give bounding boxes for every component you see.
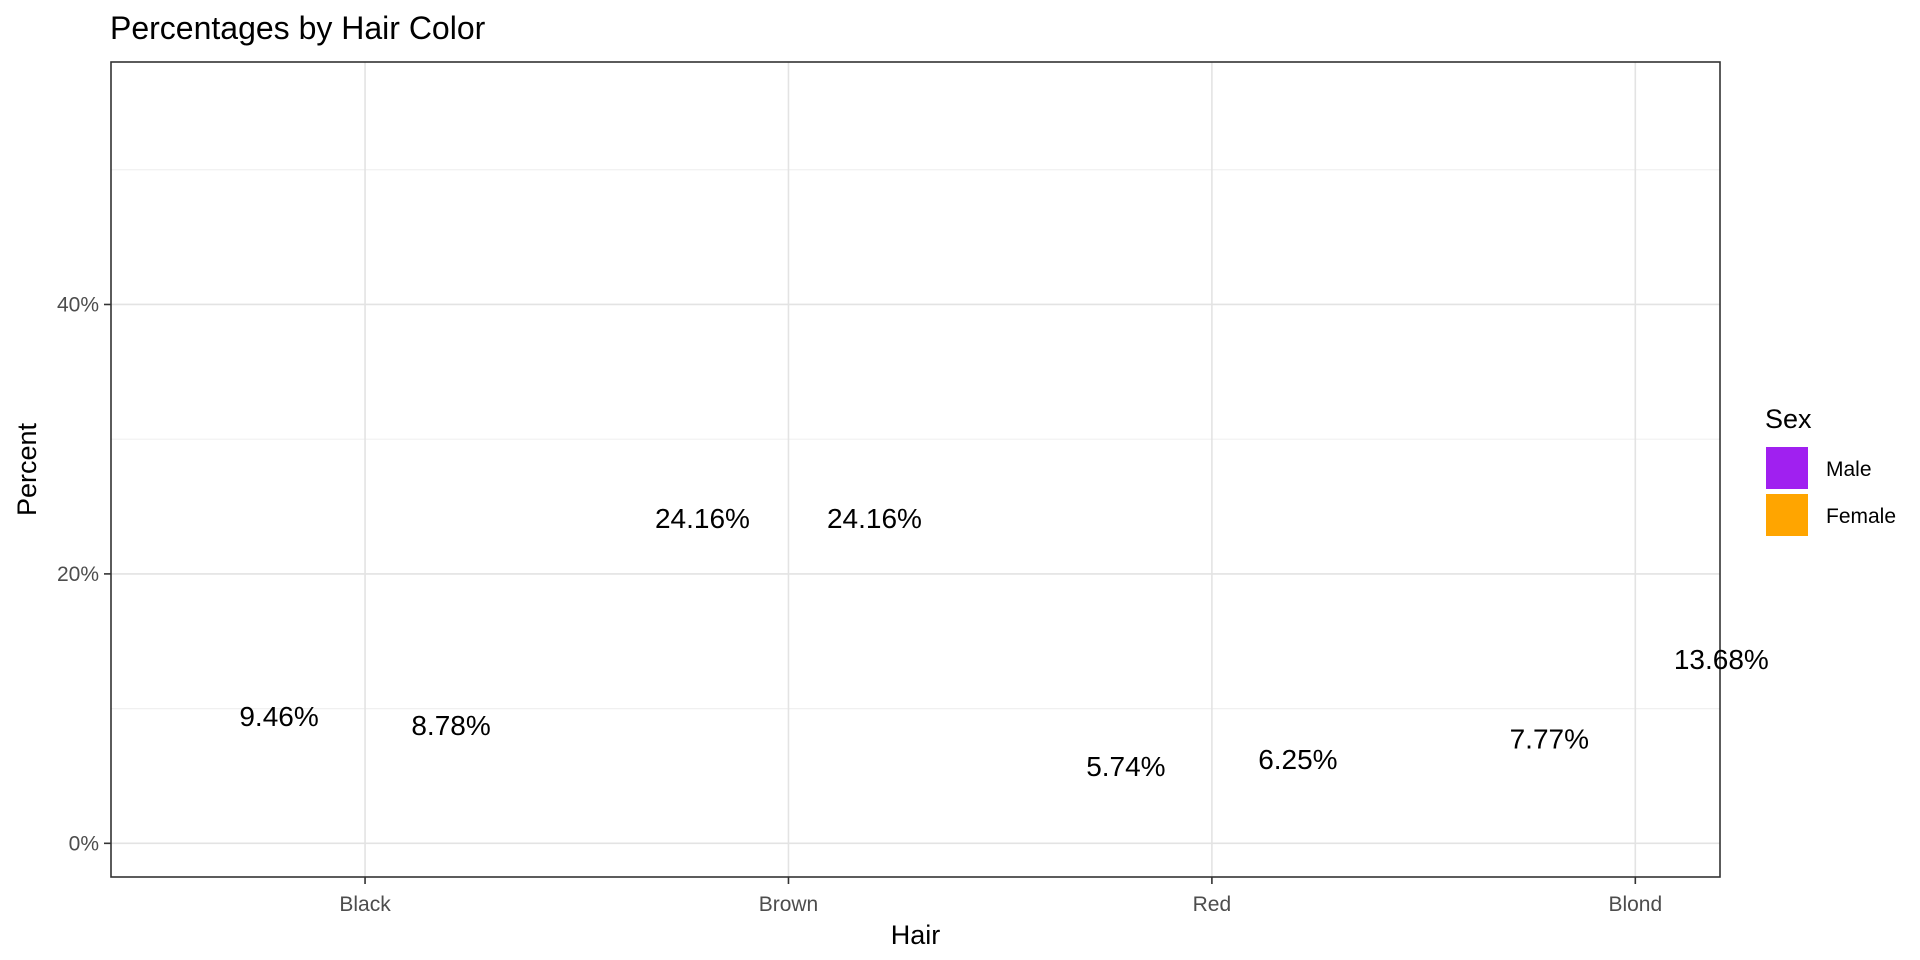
legend-title: Sex xyxy=(1765,404,1812,434)
legend-swatch xyxy=(1766,447,1808,489)
grid xyxy=(111,62,1720,877)
data-label: 24.16% xyxy=(827,503,922,534)
data-labels: 9.46% 24.16% 5.74% 7.77% 8.78% 24.16% 6.25% 13.… xyxy=(239,503,1768,782)
x-tick-label: Red xyxy=(1193,893,1232,916)
data-label: 7.77% xyxy=(1510,724,1589,755)
y-tick-label: 40% xyxy=(57,293,99,316)
legend: Sex Male Female xyxy=(1765,404,1896,536)
chart-title: Percentages by Hair Color xyxy=(110,10,486,46)
data-label: 5.74% xyxy=(1086,751,1165,782)
x-axis-title: Hair xyxy=(891,920,941,950)
y-axis: 0% 20% 40% xyxy=(57,293,111,855)
data-label: 9.46% xyxy=(239,701,318,732)
x-axis: Black Brown Red Blond xyxy=(339,877,1662,916)
y-tick-label: 20% xyxy=(57,563,99,586)
x-tick-label: Black xyxy=(339,893,391,916)
y-axis-title: Percent xyxy=(12,422,42,516)
data-label: 13.68% xyxy=(1674,644,1769,675)
x-tick-label: Brown xyxy=(759,893,819,916)
data-label: 8.78% xyxy=(411,710,490,741)
data-label: 6.25% xyxy=(1258,744,1337,775)
legend-label: Female xyxy=(1826,505,1896,528)
legend-label: Male xyxy=(1826,458,1872,481)
data-label: 24.16% xyxy=(655,503,750,534)
x-tick-label: Blond xyxy=(1608,893,1662,916)
y-tick-label: 0% xyxy=(69,832,99,855)
panel-border xyxy=(110,61,1721,878)
legend-swatch xyxy=(1766,494,1808,536)
